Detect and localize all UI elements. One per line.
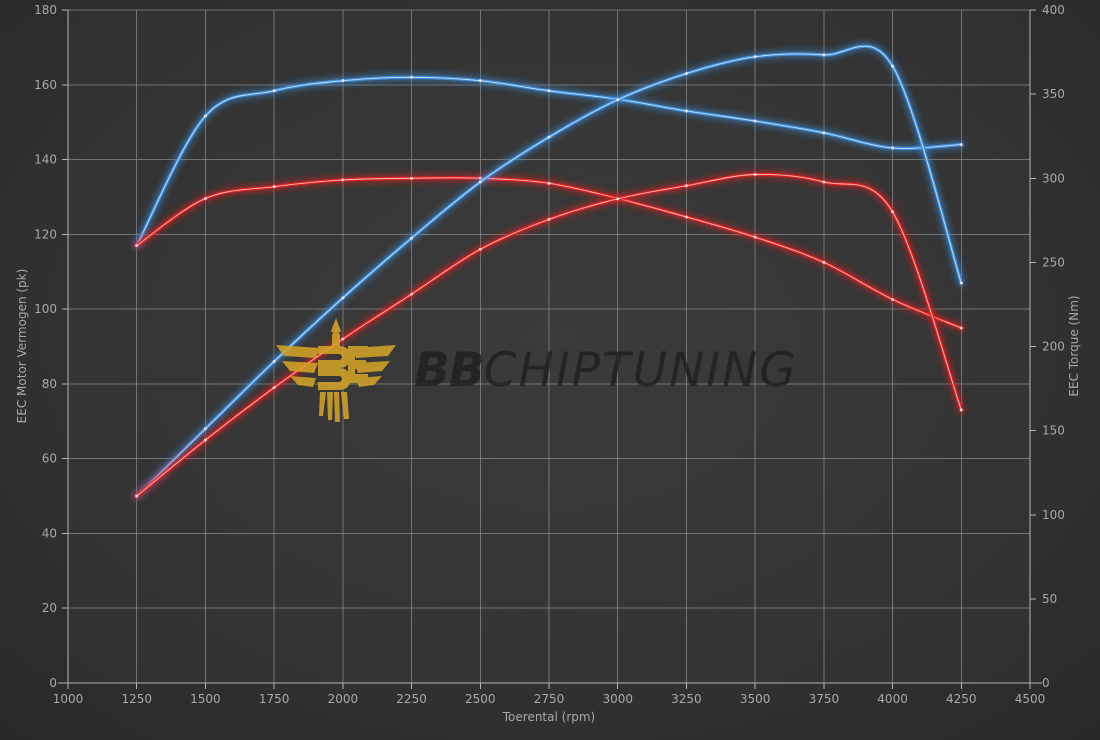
data-point-marker [822, 260, 826, 264]
y-tick-left: 160 [34, 78, 57, 92]
data-point-marker [547, 217, 551, 221]
data-point-marker [959, 326, 963, 330]
y-tick-left: 20 [42, 601, 57, 615]
y-tick-left: 120 [34, 227, 57, 241]
y-tick-left: 40 [42, 526, 57, 540]
data-point-marker [203, 438, 207, 442]
series-curve [133, 170, 965, 500]
x-tick: 3500 [740, 692, 771, 706]
data-point-marker [891, 210, 895, 214]
data-point-marker [341, 178, 345, 182]
data-point-marker [753, 55, 757, 59]
data-point-marker [959, 408, 963, 412]
y-tick-right: 0 [1042, 676, 1050, 690]
data-point-marker [547, 181, 551, 185]
data-point-marker [684, 72, 688, 76]
data-point-marker [959, 143, 963, 147]
x-tick: 2250 [396, 692, 427, 706]
data-point-marker [135, 244, 139, 248]
data-point-marker [341, 337, 345, 341]
data-point-marker [547, 135, 551, 139]
data-point-marker [203, 427, 207, 431]
data-point-marker [341, 296, 345, 300]
y-tick-left: 140 [34, 153, 57, 167]
y-tick-right: 400 [1042, 3, 1065, 17]
x-tick: 2500 [465, 692, 496, 706]
data-point-marker [272, 359, 276, 363]
x-axis-title: Toerental (rpm) [502, 710, 595, 724]
data-point-marker [684, 109, 688, 113]
series-curve [133, 42, 965, 500]
data-point-marker [547, 89, 551, 93]
series-curve [133, 174, 965, 332]
data-point-marker [959, 281, 963, 285]
x-tick: 3000 [602, 692, 633, 706]
grid-lines [68, 9, 1030, 683]
x-tick: 3250 [671, 692, 702, 706]
y-tick-left: 60 [42, 452, 57, 466]
y-tick-right: 300 [1042, 171, 1065, 185]
y-tick-left: 100 [34, 302, 57, 316]
y-tick-right: 250 [1042, 255, 1065, 269]
y-tick-left: 80 [42, 377, 57, 391]
x-tick: 4000 [877, 692, 908, 706]
data-point-marker [822, 131, 826, 135]
data-point-marker [478, 247, 482, 251]
y-tick-left: 180 [34, 3, 57, 17]
x-tick: 1250 [121, 692, 152, 706]
axis-tick-labels: 0 20 40 60 80 100 120 140 160 180 0 50 100 150 200 250 3… [34, 3, 1065, 706]
data-point-marker [891, 146, 895, 150]
y-axis-title-right: EEC Torque (Nm) [1067, 295, 1081, 396]
y-tick-right: 200 [1042, 340, 1065, 354]
data-point-marker [753, 173, 757, 177]
x-tick: 2750 [534, 692, 565, 706]
data-point-marker [203, 114, 207, 118]
data-point-marker [272, 89, 276, 93]
x-tick: 1500 [190, 692, 221, 706]
data-point-marker [616, 98, 620, 102]
data-point-marker [272, 386, 276, 390]
data-point-marker [753, 119, 757, 123]
series-curve [133, 73, 965, 250]
data-point-marker [753, 235, 757, 239]
y-tick-left: 0 [49, 676, 57, 690]
x-tick: 1750 [259, 692, 290, 706]
data-point-marker [478, 79, 482, 83]
axis-ticks [62, 9, 1036, 689]
series-curves [133, 42, 965, 500]
data-point-marker [891, 297, 895, 301]
data-point-marker [341, 79, 345, 83]
y-tick-right: 50 [1042, 592, 1057, 606]
data-point-marker [822, 180, 826, 184]
y-axis-title-left: EEC Motor Vermogen (pk) [15, 269, 29, 424]
data-point-marker [410, 75, 414, 79]
data-point-marker [616, 197, 620, 201]
data-point-marker [684, 184, 688, 188]
data-point-marker [891, 64, 895, 68]
y-tick-right: 150 [1042, 424, 1065, 438]
x-tick: 4500 [1015, 692, 1046, 706]
x-tick: 1000 [53, 692, 84, 706]
data-point-marker [272, 185, 276, 189]
data-point-marker [478, 180, 482, 184]
x-tick: 4250 [946, 692, 977, 706]
data-point-marker [410, 292, 414, 296]
data-point-marker [822, 53, 826, 57]
data-point-marker [203, 196, 207, 200]
y-tick-right: 100 [1042, 508, 1065, 522]
data-point-marker [135, 494, 139, 498]
y-tick-right: 350 [1042, 87, 1065, 101]
data-point-marker [684, 215, 688, 219]
data-point-marker [410, 236, 414, 240]
x-tick: 3750 [809, 692, 840, 706]
x-tick: 2000 [328, 692, 359, 706]
data-point-marker [410, 176, 414, 180]
